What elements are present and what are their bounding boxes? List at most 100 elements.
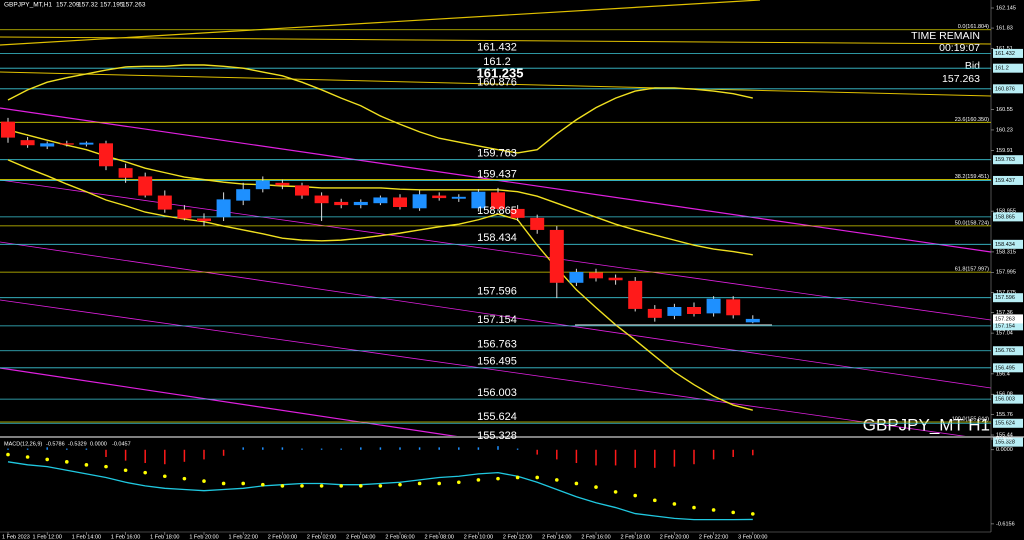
indicator-line — [7, 129, 753, 256]
symbol-title: GBPJPY_MT,H1 — [4, 2, 52, 9]
signal-dot — [339, 484, 344, 488]
candle-body — [334, 201, 349, 206]
candle-body — [216, 199, 231, 218]
level-price-box — [993, 155, 1023, 165]
x-tick-label: 2 Feb 00:00 — [268, 534, 297, 540]
signal-dot — [437, 481, 442, 486]
fib-label: 23.6(160.350) — [955, 117, 989, 123]
y-tick-label: 157.36 — [996, 310, 1013, 316]
candle-body — [197, 218, 211, 222]
signal-dot — [6, 452, 10, 457]
signal-dot — [104, 464, 108, 469]
y-tick-label: 0.0895 — [996, 436, 1013, 442]
signal-dot — [25, 455, 30, 459]
candle-body — [353, 201, 368, 206]
candle-body — [628, 280, 643, 309]
candle-body — [471, 191, 486, 209]
candle-body — [275, 182, 290, 186]
x-tick-label: 2 Feb 14:00 — [542, 534, 571, 540]
x-tick-label: 2 Feb 06:00 — [385, 534, 414, 540]
signal-dot — [535, 475, 539, 480]
fib-label: 38.2(159.451) — [955, 174, 989, 180]
level-label: 156.495 — [477, 356, 517, 368]
candle-body — [432, 195, 447, 199]
level-price-label: 156.763 — [995, 348, 1015, 354]
level-price-label: 155.624 — [995, 421, 1015, 427]
macd-line — [7, 461, 753, 521]
level-price-box — [993, 363, 1023, 373]
x-tick-label: 2 Feb 08:00 — [425, 534, 454, 540]
level-label: 157.596 — [477, 286, 517, 298]
signal-dot — [417, 481, 422, 486]
y-tick-label: 157.04 — [996, 331, 1013, 337]
y-tick-label: 155.44 — [996, 432, 1013, 438]
candle-body — [295, 185, 309, 196]
header-open: 157.209 — [56, 2, 80, 9]
signal-dot — [261, 482, 265, 487]
level-price-box — [993, 212, 1023, 222]
level-label: 159.437 — [477, 168, 517, 180]
signal-dot — [65, 460, 69, 464]
candle-body — [549, 229, 564, 283]
signal-dot — [84, 463, 89, 467]
signal-dot — [182, 476, 187, 481]
x-tick-label: 1 Feb 16:00 — [111, 534, 140, 540]
x-tick-label: 2 Feb 16:00 — [581, 534, 610, 540]
macd-header-value: -0.0457 — [112, 441, 131, 447]
signal-dot — [319, 484, 324, 488]
signal-dot — [378, 484, 383, 488]
signal-dot — [731, 510, 735, 515]
signal-dot — [45, 457, 49, 462]
indicator-line — [7, 159, 753, 411]
candle-body — [314, 195, 329, 204]
trend-line — [0, 71, 991, 97]
x-tick-label: 1 Feb 12:00 — [33, 534, 62, 540]
signal-dot — [476, 478, 481, 482]
signal-dot — [457, 480, 461, 485]
y-tick-label: 160.23 — [996, 127, 1013, 133]
fib-label: 50.0(158.724) — [955, 220, 989, 226]
level-label: 156.003 — [477, 387, 517, 399]
signal-dot — [496, 476, 500, 481]
level-label: 159.763 — [477, 148, 517, 160]
signal-dot — [398, 482, 402, 487]
y-tick-label: 157.675 — [996, 290, 1016, 296]
level-label: 155.328 — [477, 430, 517, 442]
candle-body — [451, 196, 466, 199]
level-price-box — [993, 63, 1023, 73]
header-low: 157.195 — [100, 2, 124, 9]
channel-line — [0, 299, 966, 436]
header-close: 157.263 — [122, 2, 146, 9]
signal-dot — [280, 484, 285, 488]
signal-dot — [515, 475, 520, 480]
candle-body — [177, 209, 192, 219]
candle-body — [647, 308, 662, 318]
signal-dot — [241, 481, 245, 486]
level-label: 157.154 — [477, 314, 517, 326]
level-price-box — [993, 437, 1023, 447]
candle-body — [138, 176, 153, 196]
signal-dot — [123, 468, 128, 473]
signal-dot — [300, 484, 304, 488]
level-price-label: 155.328 — [995, 440, 1015, 446]
y-tick-label: 158.955 — [996, 209, 1016, 215]
x-tick-label: 1 Feb 20:00 — [189, 534, 218, 540]
candle-body — [99, 143, 113, 167]
candle-body — [412, 194, 427, 209]
signal-dot — [692, 505, 696, 510]
level-price-box — [993, 84, 1023, 94]
y-tick-label: 155.76 — [996, 412, 1013, 418]
y-tick-label: 162.145 — [996, 5, 1016, 11]
level-label: 158.434 — [477, 232, 517, 244]
bid-price: 157.263 — [942, 73, 980, 85]
level-price-box — [993, 321, 1023, 331]
candle-body — [20, 140, 35, 146]
candle-body — [667, 306, 682, 316]
y-tick-label: 158.315 — [996, 249, 1016, 255]
x-tick-label: 2 Feb 20:00 — [660, 534, 689, 540]
level-price-box — [993, 175, 1023, 185]
channel-line — [0, 367, 458, 436]
level-label: 155.624 — [477, 411, 517, 423]
candle-body — [79, 142, 94, 145]
candle-body — [118, 168, 133, 178]
